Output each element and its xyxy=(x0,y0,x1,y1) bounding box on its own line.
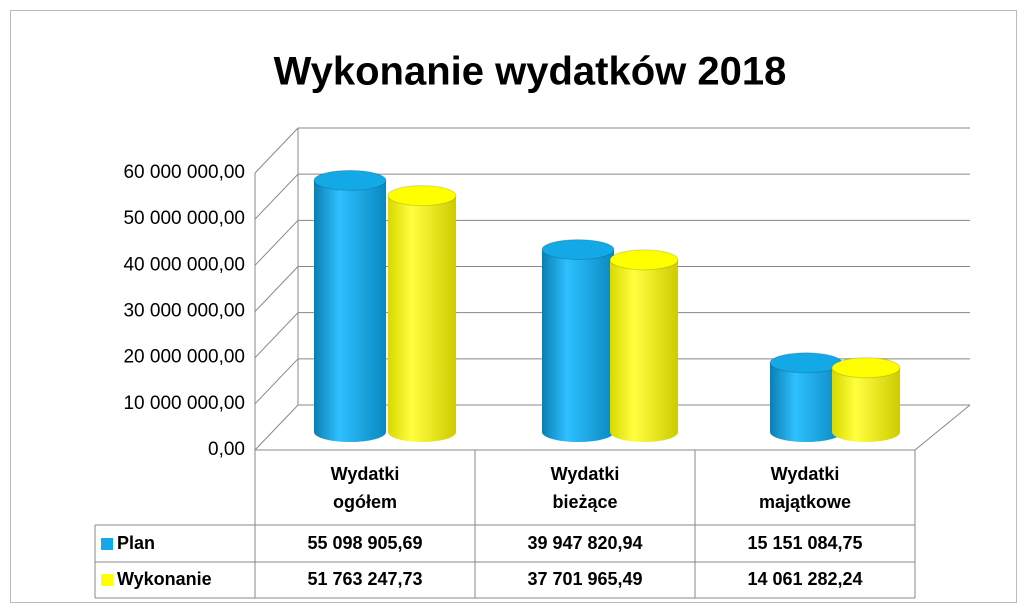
chart-title: Wykonanie wydatków 2018 xyxy=(274,50,787,94)
legend-swatch xyxy=(101,574,113,586)
y-tick-label: 0,00 xyxy=(208,439,245,460)
y-tick-label: 10 000 000,00 xyxy=(123,393,245,414)
cylinder-top xyxy=(541,239,615,261)
cylinder-top xyxy=(387,185,457,207)
y-tick-label: 20 000 000,00 xyxy=(123,347,245,368)
bar xyxy=(388,195,456,432)
data-label: 51 763 247,73 xyxy=(307,569,422,589)
legend-swatch xyxy=(101,538,113,550)
bar xyxy=(542,249,614,432)
y-tick-label: 40 000 000,00 xyxy=(123,254,245,275)
y-tick-label: 50 000 000,00 xyxy=(123,208,245,229)
grid-line xyxy=(254,312,970,359)
data-label: 14 061 282,24 xyxy=(747,569,862,589)
bar xyxy=(832,367,900,432)
chart-border xyxy=(10,10,1017,603)
cylinder-top xyxy=(831,357,901,379)
cylinder-top xyxy=(313,169,387,191)
data-label: 55 098 905,69 xyxy=(307,533,422,553)
x-tick-label: Wydatki bieżące xyxy=(550,464,620,512)
data-label: 37 701 965,49 xyxy=(527,569,642,589)
x-tick-label: Wydatki majątkowe xyxy=(758,464,852,512)
grid-line xyxy=(254,127,970,174)
legend-label: Wykonanie xyxy=(117,569,212,589)
y-tick-label: 30 000 000,00 xyxy=(123,301,245,322)
data-table xyxy=(94,450,916,599)
bar xyxy=(314,180,386,432)
cylinder-top xyxy=(609,249,679,271)
x-tick-label: Wydatki ogółem xyxy=(330,464,400,512)
legend-label: Plan xyxy=(117,533,155,553)
grid-line xyxy=(254,266,970,312)
x-tick-label-box: Wydatki majątkowe xyxy=(758,464,852,512)
x-tick-label-box: Wydatki ogółem xyxy=(330,464,400,512)
grid-line xyxy=(254,358,970,405)
grid-line xyxy=(254,404,970,451)
data-label: 15 151 084,75 xyxy=(747,533,862,553)
grid-line xyxy=(254,173,970,220)
x-tick-label-box: Wydatki bieżące xyxy=(550,464,620,512)
bar xyxy=(610,259,678,432)
data-label: 39 947 820,94 xyxy=(527,533,642,553)
grid-line xyxy=(254,219,970,266)
y-tick-label: 60 000 000,00 xyxy=(123,162,245,183)
cylinder-top xyxy=(769,352,843,374)
bar xyxy=(770,362,842,432)
